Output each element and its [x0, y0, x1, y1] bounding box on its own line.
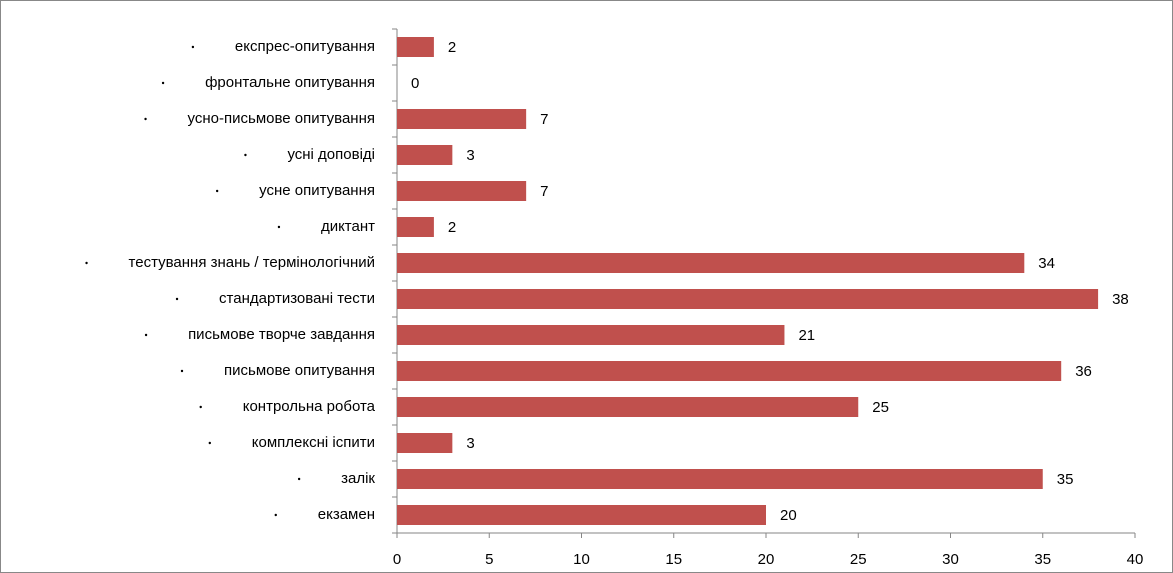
value-label: 21 — [798, 327, 815, 344]
bar — [397, 397, 859, 417]
bullet — [180, 369, 184, 373]
x-tick-label: 40 — [1127, 551, 1144, 568]
value-label: 2 — [448, 219, 456, 236]
x-tick-label: 35 — [1034, 551, 1051, 568]
bar — [397, 253, 1025, 273]
y-tick-label: залік — [341, 470, 375, 487]
value-label: 3 — [466, 147, 474, 164]
x-tick-label: 10 — [573, 551, 590, 568]
y-tick-label: фронтальне опитування — [205, 74, 375, 91]
y-tick-label: усно-письмове опитування — [188, 110, 375, 127]
bullet — [274, 513, 277, 517]
x-tick-label: 20 — [758, 551, 775, 568]
x-tick-label: 5 — [485, 551, 493, 568]
bar — [397, 505, 766, 525]
value-label: 35 — [1057, 471, 1074, 488]
bar — [397, 181, 527, 201]
y-tick-label: письмове опитування — [224, 362, 375, 379]
y-tick-label: тестування знань / термінологічний — [129, 254, 375, 271]
y-tick-label: контрольна робота — [243, 398, 376, 415]
y-tick-label: екзамен — [318, 506, 375, 523]
x-tick-label: 0 — [393, 551, 401, 568]
bar — [397, 325, 785, 345]
bullet — [277, 225, 281, 229]
bullet — [161, 81, 165, 85]
bullet — [144, 333, 148, 337]
value-label: 2 — [448, 39, 456, 56]
bar — [397, 145, 453, 165]
y-tick-label: диктант — [321, 218, 375, 235]
bullet — [244, 153, 247, 157]
value-label: 36 — [1075, 363, 1092, 380]
bullet — [297, 477, 301, 481]
bullet — [215, 189, 219, 193]
bar — [397, 469, 1043, 489]
bullet — [199, 405, 202, 409]
x-tick-label: 25 — [850, 551, 867, 568]
value-label: 0 — [411, 75, 419, 92]
y-tick-label: комплексні іспити — [252, 434, 375, 451]
bullet — [85, 261, 88, 265]
y-tick-label: стандартизовані тести — [219, 290, 375, 307]
value-label: 7 — [540, 111, 548, 128]
bullet — [144, 117, 147, 121]
bar — [397, 361, 1062, 381]
value-label: 3 — [466, 435, 474, 452]
bar — [397, 37, 434, 57]
bar — [397, 289, 1099, 309]
bar — [397, 433, 453, 453]
value-label: 38 — [1112, 291, 1129, 308]
y-tick-label: усні доповіді — [287, 146, 375, 163]
value-label: 20 — [780, 507, 797, 524]
bullet — [175, 297, 179, 301]
y-tick-label: експрес-опитування — [235, 38, 375, 55]
bar — [397, 109, 527, 129]
bullet — [191, 45, 195, 49]
value-label: 25 — [872, 399, 889, 416]
x-tick-label: 15 — [665, 551, 682, 568]
y-tick-label: письмове творче завдання — [188, 326, 375, 343]
y-tick-label: усне опитування — [259, 182, 375, 199]
x-tick-label: 30 — [942, 551, 959, 568]
value-label: 7 — [540, 183, 548, 200]
value-label: 34 — [1038, 255, 1055, 272]
bar — [397, 217, 434, 237]
bullet — [208, 441, 211, 445]
